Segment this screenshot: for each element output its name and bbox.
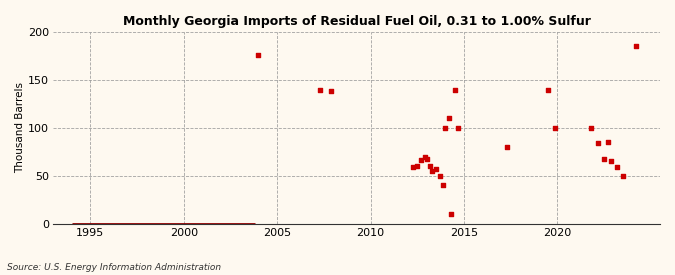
- Title: Monthly Georgia Imports of Residual Fuel Oil, 0.31 to 1.00% Sulfur: Monthly Georgia Imports of Residual Fuel…: [123, 15, 591, 28]
- Point: [416, 157, 427, 162]
- Text: Source: U.S. Energy Information Administration: Source: U.S. Energy Information Administ…: [7, 263, 221, 272]
- Point: [315, 87, 325, 92]
- Point: [440, 126, 451, 130]
- Point: [550, 126, 561, 130]
- Point: [419, 155, 430, 159]
- Point: [599, 156, 610, 161]
- Point: [502, 145, 512, 149]
- Y-axis label: Thousand Barrels: Thousand Barrels: [15, 82, 25, 174]
- Point: [593, 141, 603, 145]
- Point: [585, 126, 596, 130]
- Point: [617, 174, 628, 178]
- Point: [421, 156, 432, 161]
- Point: [427, 169, 437, 173]
- Point: [606, 159, 617, 164]
- Point: [602, 140, 613, 144]
- Point: [543, 88, 554, 93]
- Point: [425, 164, 435, 169]
- Point: [438, 183, 449, 188]
- Point: [453, 126, 464, 130]
- Point: [446, 212, 456, 216]
- Point: [443, 116, 454, 120]
- Point: [449, 87, 460, 92]
- Point: [253, 53, 264, 57]
- Point: [412, 164, 423, 169]
- Point: [431, 167, 441, 171]
- Point: [434, 174, 445, 178]
- Point: [326, 89, 337, 94]
- Point: [630, 44, 641, 48]
- Point: [408, 165, 419, 169]
- Point: [612, 165, 622, 169]
